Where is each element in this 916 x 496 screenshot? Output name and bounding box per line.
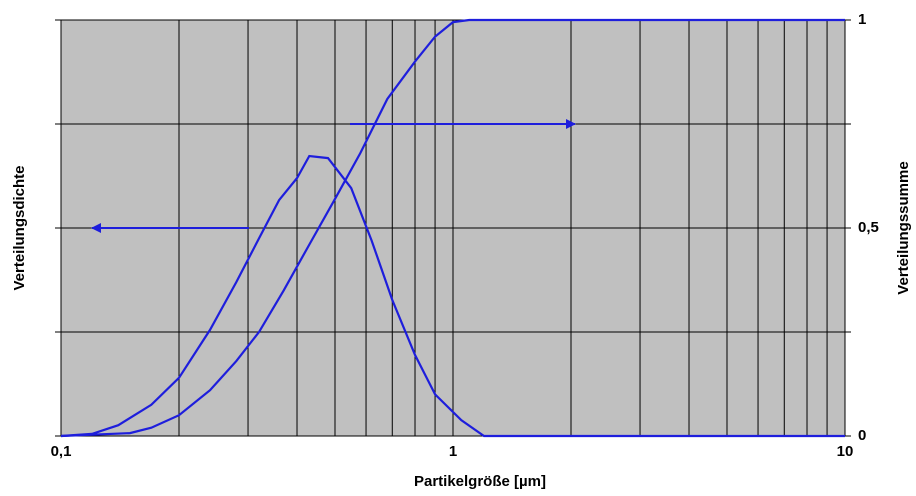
line-series (60, 18, 845, 438)
x-axis-label: Partikelgröße [µm] (414, 473, 546, 490)
line-series (60, 154, 845, 438)
x-tick-label: 0,1 (51, 443, 72, 460)
y2-tick-label: 1 (858, 11, 866, 28)
y2-axis-label: Verteilungssumme (895, 161, 912, 294)
x-tick-label: 10 (837, 443, 854, 460)
y-axis-label: Verteilungsdichte (11, 165, 28, 290)
x-tick-label: 1 (449, 443, 457, 460)
y2-tick-label: 0 (858, 427, 866, 444)
y2-tick-label: 0,5 (858, 219, 879, 236)
